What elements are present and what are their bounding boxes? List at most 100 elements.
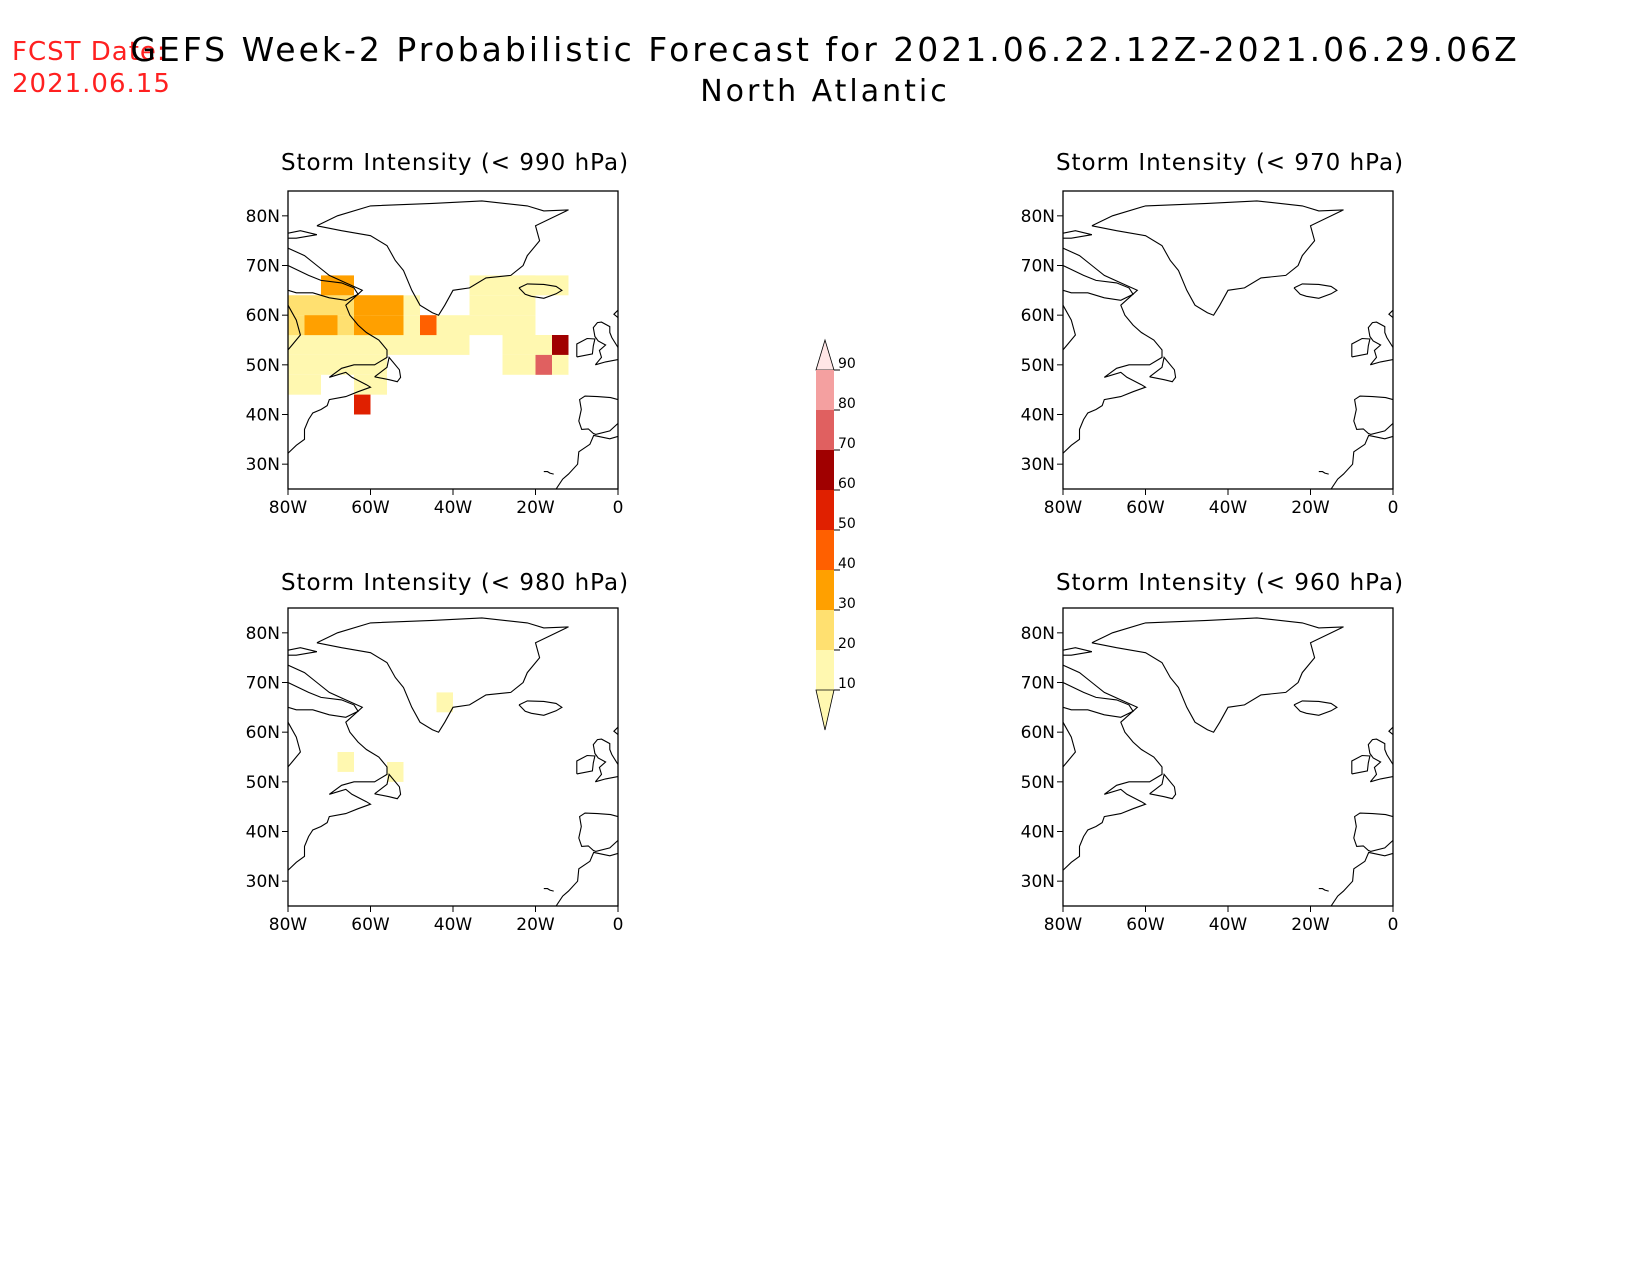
- probability-cell: [337, 335, 354, 355]
- iceland-coast: [518, 700, 563, 716]
- canary-islands-coast: [543, 471, 554, 475]
- x-tick-label: 0: [613, 498, 624, 518]
- hudson-bay-coast: [1063, 721, 1077, 768]
- ireland-coast: [576, 754, 596, 775]
- colorbar-level-label: 60: [838, 476, 856, 492]
- probability-cell: [436, 335, 453, 355]
- colorbar-level-label: 20: [838, 636, 856, 652]
- great-britain-coast: [592, 738, 618, 783]
- probability-cell: [321, 295, 338, 316]
- y-tick-label: 60N: [246, 306, 280, 326]
- panel-title-960: Storm Intensity (< 960 hPa): [1055, 570, 1405, 596]
- forecast-date-value: 2021.06.15: [12, 69, 171, 99]
- probability-cell: [535, 275, 552, 296]
- colorbar-segment: [816, 530, 834, 570]
- north-america-coast: [288, 664, 388, 871]
- newfoundland-coast: [1149, 356, 1177, 383]
- colorbar-top-cap: [815, 338, 835, 371]
- scandinavia-coast: [613, 309, 618, 319]
- map-frame-970: [1062, 190, 1394, 490]
- forecast-date-caption: FCST Date:: [12, 37, 167, 67]
- probability-cell: [354, 394, 371, 415]
- probability-cell: [552, 275, 569, 296]
- probability-cell: [370, 315, 387, 336]
- probability-cell: [420, 335, 437, 355]
- x-tick-label: 60W: [1126, 915, 1165, 935]
- ireland-coast: [576, 337, 596, 358]
- page-title: GEFS Week-2 Probabilistic Forecast for 2…: [130, 30, 1520, 69]
- probability-cell: [453, 335, 470, 355]
- y-tick-label: 40N: [246, 406, 280, 426]
- arctic-archipelago-coast: [1063, 230, 1093, 239]
- forecast-date-label: FCST Date: 2021.06.15: [12, 36, 171, 100]
- y-tick-label: 70N: [1021, 674, 1055, 694]
- probability-cell: [288, 335, 305, 355]
- africa-coast: [555, 434, 618, 489]
- y-tick-label: 30N: [246, 455, 280, 475]
- probability-cell: [304, 354, 321, 375]
- x-tick-label: 80W: [269, 915, 308, 935]
- probability-cell: [337, 315, 354, 336]
- y-tick-label: 30N: [1021, 872, 1055, 892]
- panel-title-970: Storm Intensity (< 970 hPa): [1055, 150, 1405, 176]
- x-tick-label: 20W: [516, 498, 555, 518]
- hudson-bay-coast: [288, 721, 302, 768]
- colorbar-level-label: 40: [838, 556, 856, 572]
- panel-title-980: Storm Intensity (< 980 hPa): [280, 570, 630, 596]
- probability-cell: [502, 275, 519, 296]
- x-tick-label: 40W: [1209, 915, 1248, 935]
- newfoundland-coast: [1149, 773, 1177, 800]
- colorbar-segment: [816, 650, 834, 690]
- probability-cell: [552, 354, 569, 375]
- probability-cell: [535, 335, 552, 355]
- map-panel-980: 80W 60W 40W 20W 0 80N 70N 60N 50N 40N 30N: [246, 607, 623, 935]
- colorbar-level-label: 10: [838, 676, 856, 692]
- x-tick-label: 60W: [351, 915, 390, 935]
- iberia-coast: [1353, 812, 1393, 852]
- probability-cell: [502, 354, 519, 375]
- probability-cell: [387, 295, 404, 316]
- map-panel-990: 80W 60W 40W 20W 0 80N 70N 60N 50N 40N 30N: [246, 190, 624, 518]
- probability-cell: [288, 354, 305, 375]
- probability-cell: [370, 335, 387, 355]
- probability-cell: [337, 752, 354, 772]
- north-america-coast: [1063, 247, 1163, 454]
- probability-cell: [387, 335, 404, 355]
- y-tick-label: 70N: [246, 257, 280, 277]
- probability-cell: [288, 374, 305, 395]
- colorbar-level-label: 70: [838, 436, 856, 452]
- y-tick-label: 70N: [246, 674, 280, 694]
- newfoundland-coast: [374, 356, 402, 383]
- probability-cell: [519, 275, 536, 296]
- greenland-coast: [1091, 617, 1344, 733]
- x-tick-label: 80W: [1044, 915, 1083, 935]
- probability-cell: [420, 315, 437, 336]
- arctic-archipelago-coast: [288, 230, 318, 239]
- iberia-coast: [578, 812, 618, 852]
- y-tick-label: 80N: [246, 624, 280, 644]
- y-tick-label: 80N: [1021, 207, 1055, 227]
- x-tick-label: 0: [1388, 915, 1399, 935]
- probability-cell: [502, 315, 519, 336]
- probability-cell: [288, 315, 305, 336]
- x-tick-label: 60W: [351, 498, 390, 518]
- iceland-coast: [518, 283, 563, 299]
- great-britain-coast: [592, 321, 618, 366]
- probability-cell: [535, 354, 552, 375]
- scandinavia-coast: [1388, 309, 1393, 319]
- iceland-coast: [1293, 283, 1338, 299]
- x-tick-label: 0: [1388, 498, 1399, 518]
- probability-cell: [304, 374, 321, 395]
- colorbar-segment: [816, 450, 834, 490]
- map-panel-960: 80W 60W 40W 20W 0 80N 70N 60N 50N 40N 30N: [1021, 607, 1399, 935]
- probability-cell: [337, 354, 354, 375]
- probability-cell: [502, 335, 519, 355]
- canary-islands-coast: [1318, 471, 1329, 475]
- y-tick-label: 60N: [1021, 723, 1055, 743]
- probability-cell: [403, 335, 420, 355]
- x-tick-label: 40W: [434, 915, 473, 935]
- baffin-island-coast: [1063, 682, 1134, 718]
- probability-cell: [354, 315, 371, 336]
- colorbar-level-label: 50: [838, 516, 856, 532]
- greenland-coast: [316, 617, 569, 733]
